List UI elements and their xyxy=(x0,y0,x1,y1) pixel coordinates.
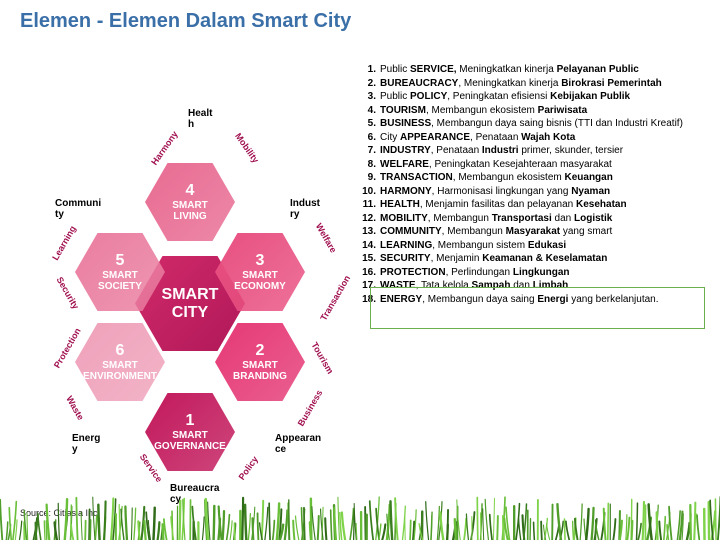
list-item: 3.Public POLICY, Peningkatan efisiensi K… xyxy=(360,90,683,104)
main-content: SMARTCITY1SMARTGOVERNANCE2SMARTBRANDING3… xyxy=(0,33,720,483)
list-item: 13.COMMUNITY, Membangun Masyarakat yang … xyxy=(360,225,683,239)
hex-6: 6SMARTENVIRONMENT xyxy=(75,323,165,401)
axis-label: Learning xyxy=(50,224,78,262)
list-item: 8.WELFARE, Peningkatan Kesejahteraan mas… xyxy=(360,158,683,172)
list-item: 14.LEARNING, Membangun sistem Edukasi xyxy=(360,239,683,253)
outer-label: Health xyxy=(188,108,212,130)
axis-label: Waste xyxy=(64,394,86,422)
axis-label: Mobility xyxy=(233,131,261,165)
page-title: Elemen - Elemen Dalam Smart City xyxy=(0,0,720,33)
list-item: 4.TOURISM, Membangun ekosistem Pariwisat… xyxy=(360,104,683,118)
axis-label: Business xyxy=(296,388,325,428)
hex-4: 4SMARTLIVING xyxy=(145,163,235,241)
outer-label: Industry xyxy=(290,198,320,220)
list-item: 11.HEALTH, Menjamin fasilitas dan pelaya… xyxy=(360,198,683,212)
axis-label: Transaction xyxy=(318,274,352,323)
list-item: 16.PROTECTION, Perlindungan Lingkungan xyxy=(360,266,683,280)
hex-2: 2SMARTBRANDING xyxy=(215,323,305,401)
axis-label: Harmony xyxy=(149,129,180,167)
list-item: 9.TRANSACTION, Membangun ekosistem Keuan… xyxy=(360,171,683,185)
axis-label: Tourism xyxy=(309,340,335,375)
list-item: 6.City APPEARANCE, Penataan Wajah Kota xyxy=(360,131,683,145)
list-item: 15.SECURITY, Menjamin Keamanan & Keselam… xyxy=(360,252,683,266)
outer-label: Energy xyxy=(72,433,100,455)
hex-diagram: SMARTCITY1SMARTGOVERNANCE2SMARTBRANDING3… xyxy=(0,33,360,483)
axis-label: Policy xyxy=(237,454,260,481)
grass-decoration xyxy=(0,495,720,540)
outer-label: Appearance xyxy=(275,433,321,455)
list-item: 1.Public SERVICE, Meningkatkan kinerja P… xyxy=(360,63,683,77)
list-item: 12.MOBILITY, Membangun Transportasi dan … xyxy=(360,212,683,226)
list-item: 2.BUREAUCRACY, Meningkatkan kinerja Biro… xyxy=(360,77,683,91)
list-item: 7.INDUSTRY, Penataan Industri primer, sk… xyxy=(360,144,683,158)
list-item: 10.HARMONY, Harmonisasi lingkungan yang … xyxy=(360,185,683,199)
axis-label: Welfare xyxy=(314,221,339,254)
highlight-box xyxy=(370,287,705,329)
element-list: 1.Public SERVICE, Meningkatkan kinerja P… xyxy=(360,33,693,483)
hex-1: 1SMARTGOVERNANCE xyxy=(145,393,235,471)
list-item: 5.BUSINESS, Membangun daya saing bisnis … xyxy=(360,117,683,131)
outer-label: Community xyxy=(55,198,101,220)
grass-svg xyxy=(0,495,720,540)
axis-label: Security xyxy=(55,275,81,311)
